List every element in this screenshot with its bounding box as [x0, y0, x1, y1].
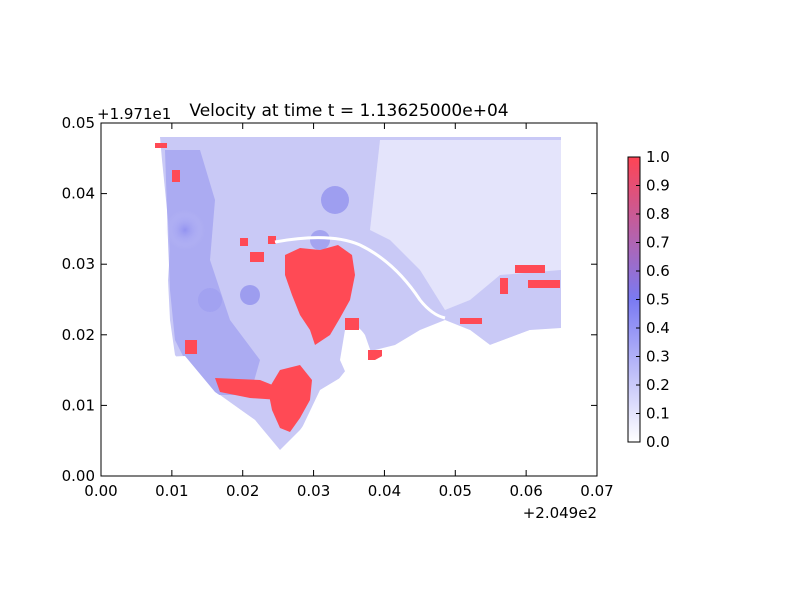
chart-title: Velocity at time t = 1.13625000e+04 [189, 101, 508, 121]
colorbar-tick-label: 0.5 [646, 291, 670, 309]
x-offset-label: +2.049e2 [523, 504, 597, 522]
y-tick-label: 0.01 [62, 396, 95, 414]
light-water-region [370, 140, 561, 310]
high-velocity-cluster-center [285, 245, 355, 345]
heatmap-field [101, 137, 597, 476]
x-tick-label: 0.04 [368, 482, 401, 500]
colorbar-ticks: 0.0 0.1 0.2 0.3 0.4 0.5 0.6 0.7 0.8 0.9 1.0 [636, 148, 670, 451]
bay-interior [340, 326, 372, 378]
colorbar-tick-label: 0.2 [646, 376, 670, 394]
colorbar-tick-label: 0.1 [646, 405, 670, 423]
y-tick-label: 0.02 [62, 326, 95, 344]
plot-frame [100, 122, 598, 477]
high-velocity-cluster-south [268, 365, 312, 432]
y-tick-label: 0.00 [62, 467, 95, 485]
x-tick-label: 0.03 [297, 482, 330, 500]
colorbar-tick-label: 0.4 [646, 319, 670, 337]
x-tick-label: 0.06 [509, 482, 542, 500]
x-axis: 0.00 0.01 0.02 0.03 0.04 0.05 0.06 0.07 [84, 123, 614, 500]
x-tick-label: 0.02 [226, 482, 259, 500]
colorbar: 0.0 0.1 0.2 0.3 0.4 0.5 0.6 0.7 0.8 0.9 1.0 [627, 148, 670, 451]
colorbar-tick-label: 0.8 [646, 205, 670, 223]
colorbar-tick-label: 0.9 [646, 177, 670, 195]
colorbar-tick-label: 0.0 [646, 433, 670, 451]
y-offset-label: +1.971e1 [97, 105, 171, 123]
y-axis: 0.00 0.01 0.02 0.03 0.04 0.05 [62, 114, 597, 485]
colorbar-tick-label: 0.7 [646, 234, 670, 252]
river-channel [274, 236, 446, 320]
colorbar-tick-label: 0.6 [646, 262, 670, 280]
colorbar-tick-label: 0.3 [646, 348, 670, 366]
x-tick-label: 0.07 [580, 482, 613, 500]
land-region [101, 330, 597, 476]
high-velocity-coastal-band [215, 378, 285, 400]
x-tick-label: 0.00 [84, 482, 117, 500]
x-tick-label: 0.01 [155, 482, 188, 500]
x-tick-label: 0.05 [439, 482, 472, 500]
y-tick-label: 0.04 [62, 185, 95, 203]
y-tick-label: 0.03 [62, 255, 95, 273]
y-tick-label: 0.05 [62, 114, 95, 132]
colorbar-tick-label: 1.0 [646, 148, 670, 166]
